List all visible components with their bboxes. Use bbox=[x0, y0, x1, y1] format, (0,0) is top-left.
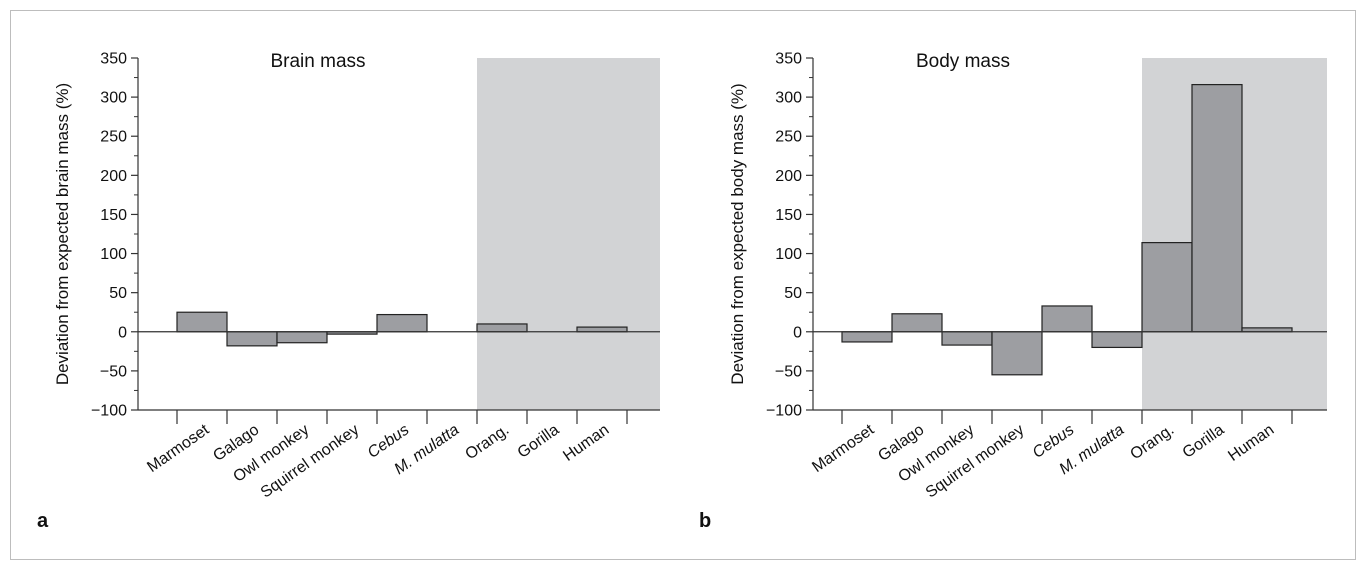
brain-y-tick-label: 50 bbox=[109, 285, 127, 302]
brain-y-tick-label: 150 bbox=[100, 207, 127, 224]
brain-y-tick-label: 200 bbox=[100, 168, 127, 185]
body-bar-marmoset bbox=[841, 331, 893, 343]
brain-x-label-human: Human bbox=[560, 421, 612, 465]
brain-shaded-region bbox=[477, 58, 660, 410]
brain-x-label-gorilla: Gorilla bbox=[515, 421, 563, 462]
body-bar-orang bbox=[1141, 242, 1193, 333]
body-y-tick-label: 300 bbox=[775, 90, 802, 107]
body-y-axis-title: Deviation from expected body mass (%) bbox=[728, 83, 747, 384]
brain-y-tick-label: −50 bbox=[100, 363, 127, 380]
brain-bar-human bbox=[576, 326, 628, 333]
body-bar-cebus bbox=[1041, 305, 1093, 333]
body-bar-owl-monkey bbox=[941, 331, 993, 346]
body-y-tick-label: 50 bbox=[784, 285, 802, 302]
body-bar-galago bbox=[891, 313, 943, 333]
body-mass-chart: −100−50050100150200250300350MarmosetGala… bbox=[699, 51, 1327, 532]
brain-y-tick-label: 300 bbox=[100, 90, 127, 107]
brain-y-axis-title: Deviation from expected brain mass (%) bbox=[53, 83, 72, 385]
brain-y-tick-label: 250 bbox=[100, 129, 127, 146]
brain-chart-title: Brain mass bbox=[270, 51, 365, 72]
brain-y-tick-label: −100 bbox=[91, 403, 127, 420]
brain-x-label-marmoset: Marmoset bbox=[144, 421, 212, 476]
body-chart-title: Body mass bbox=[916, 51, 1010, 72]
brain-mass-chart: −100−50050100150200250300350MarmosetGala… bbox=[37, 51, 660, 532]
body-mass-panel: −100 −50 0 50 100 150 200 250 300 350 Marmoset Gala… bbox=[685, 0, 1370, 572]
body-x-label-marmoset: Marmoset bbox=[809, 421, 877, 476]
body-panel-letter: b bbox=[699, 510, 711, 532]
brain-mass-panel: −100 −50 0 50 100 150 200 250 300 350 Marmoset Gala… bbox=[37, 51, 660, 532]
body-bar-gorilla bbox=[1191, 83, 1243, 333]
body-bar-squirrel-monkey bbox=[991, 331, 1043, 376]
body-y-tick-label: 150 bbox=[775, 207, 802, 224]
brain-y-tick-label: 350 bbox=[100, 51, 127, 68]
body-x-label-gorilla: Gorilla bbox=[1180, 421, 1228, 462]
body-y-tick-label: 0 bbox=[793, 324, 802, 341]
body-y-tick-label: 250 bbox=[775, 129, 802, 146]
brain-y-tick-label: 0 bbox=[118, 324, 127, 341]
body-x-label-human: Human bbox=[1225, 421, 1277, 465]
brain-panel-letter: a bbox=[37, 510, 49, 532]
body-y-tick-label: 350 bbox=[775, 51, 802, 68]
figure-frame bbox=[10, 10, 1356, 560]
brain-y-tick-label: 100 bbox=[100, 246, 127, 263]
body-y-tick-label: 100 bbox=[775, 246, 802, 263]
brain-bar-orang bbox=[476, 323, 528, 333]
body-y-tick-label: −100 bbox=[766, 403, 802, 420]
brain-bar-marmoset bbox=[176, 311, 228, 333]
body-bar-m-mulatta bbox=[1091, 331, 1143, 349]
brain-bar-galago bbox=[226, 331, 278, 347]
body-y-tick-label: −50 bbox=[775, 363, 802, 380]
brain-x-label-orang: Orang. bbox=[462, 421, 512, 463]
brain-bar-owl-monkey bbox=[276, 331, 328, 344]
body-y-tick-label: 200 bbox=[775, 168, 802, 185]
body-x-label-orang: Orang. bbox=[1127, 421, 1177, 463]
brain-bar-cebus bbox=[376, 313, 428, 333]
